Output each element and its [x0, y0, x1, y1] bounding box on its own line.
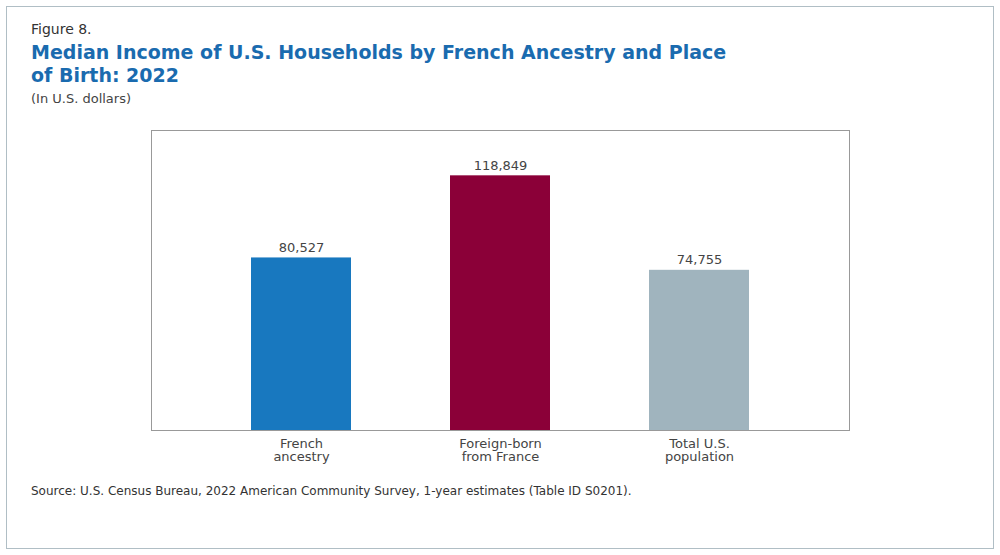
svg-text:Frenchancestry: Frenchancestry	[273, 435, 330, 463]
svg-text:80,527: 80,527	[279, 240, 325, 255]
svg-text:Foreign-bornfrom France: Foreign-bornfrom France	[459, 435, 541, 463]
svg-text:Total U.S.population: Total U.S.population	[665, 435, 734, 463]
html-text:Median Income of U.S. Househol: Median Income of U.S. Households by Fren…	[31, 41, 727, 86]
svg-text:74,755: 74,755	[677, 252, 723, 267]
html-text:Figure 8.: Figure 8.	[31, 21, 92, 37]
svg-text:118,849: 118,849	[474, 157, 528, 172]
html-text:(In U.S. dollars): (In U.S. dollars)	[31, 90, 131, 106]
html-text:Source: U.S. Census Bureau, 20: Source: U.S. Census Bureau, 2022 America…	[31, 483, 632, 498]
